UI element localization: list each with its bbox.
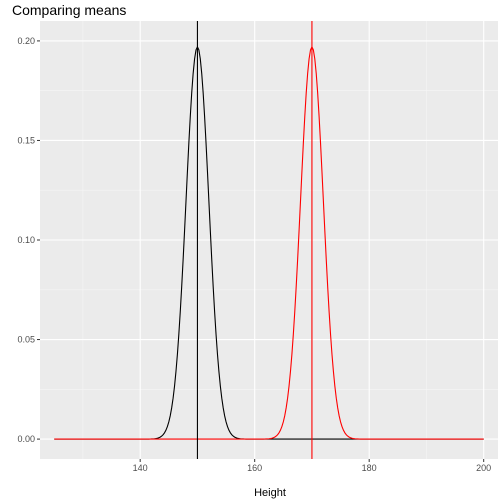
y-tick-label: 0.05 — [17, 335, 35, 345]
mean-lines — [196, 21, 313, 459]
x-tick-label: 180 — [362, 463, 377, 473]
y-tick-label: 0.15 — [17, 135, 35, 145]
y-axis-ticks: 0.00 0.05 0.10 0.15 0.20 — [17, 36, 40, 444]
x-axis-title: Height — [254, 487, 286, 499]
series-layer — [54, 45, 484, 440]
chart-title: Comparing means — [12, 2, 126, 18]
y-tick-label: 0.20 — [17, 36, 35, 46]
density-line-2 — [54, 45, 484, 440]
major-gridlines — [40, 21, 498, 459]
x-tick-label: 160 — [247, 463, 262, 473]
y-tick-label: 0.10 — [17, 235, 35, 245]
y-tick-label: 0.00 — [17, 434, 35, 444]
x-tick-label: 200 — [476, 463, 491, 473]
x-axis-ticks: 140 160 180 200 — [133, 459, 491, 473]
x-tick-label: 140 — [133, 463, 148, 473]
